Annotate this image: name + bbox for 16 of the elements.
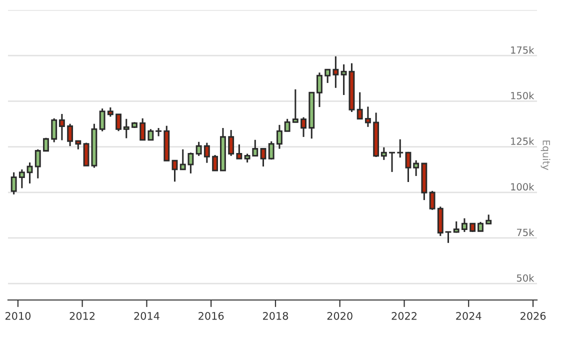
x-tick-label: 2014 [134, 312, 160, 320]
x-tick-label: 2024 [456, 312, 482, 320]
y-axis-title: Equity [540, 140, 550, 170]
x-tick-label: 2016 [198, 312, 224, 320]
x-tick-label: 2012 [70, 312, 95, 320]
y-tick-label: 100k [511, 182, 534, 191]
y-tick-label: 75k [517, 228, 534, 236]
x-tick-label: 2020 [327, 312, 352, 320]
x-tick-label: 2018 [263, 312, 288, 320]
y-tick-label: 50k [516, 274, 534, 282]
y-tick-label: 150k [511, 92, 534, 100]
y-tick-label: 125k [511, 137, 534, 145]
y-tick-label: 175k [511, 46, 534, 54]
x-tick-label: 2022 [392, 312, 416, 320]
x-tick-label: 2010 [5, 312, 31, 320]
x-tick-label: 2026 [520, 312, 546, 320]
